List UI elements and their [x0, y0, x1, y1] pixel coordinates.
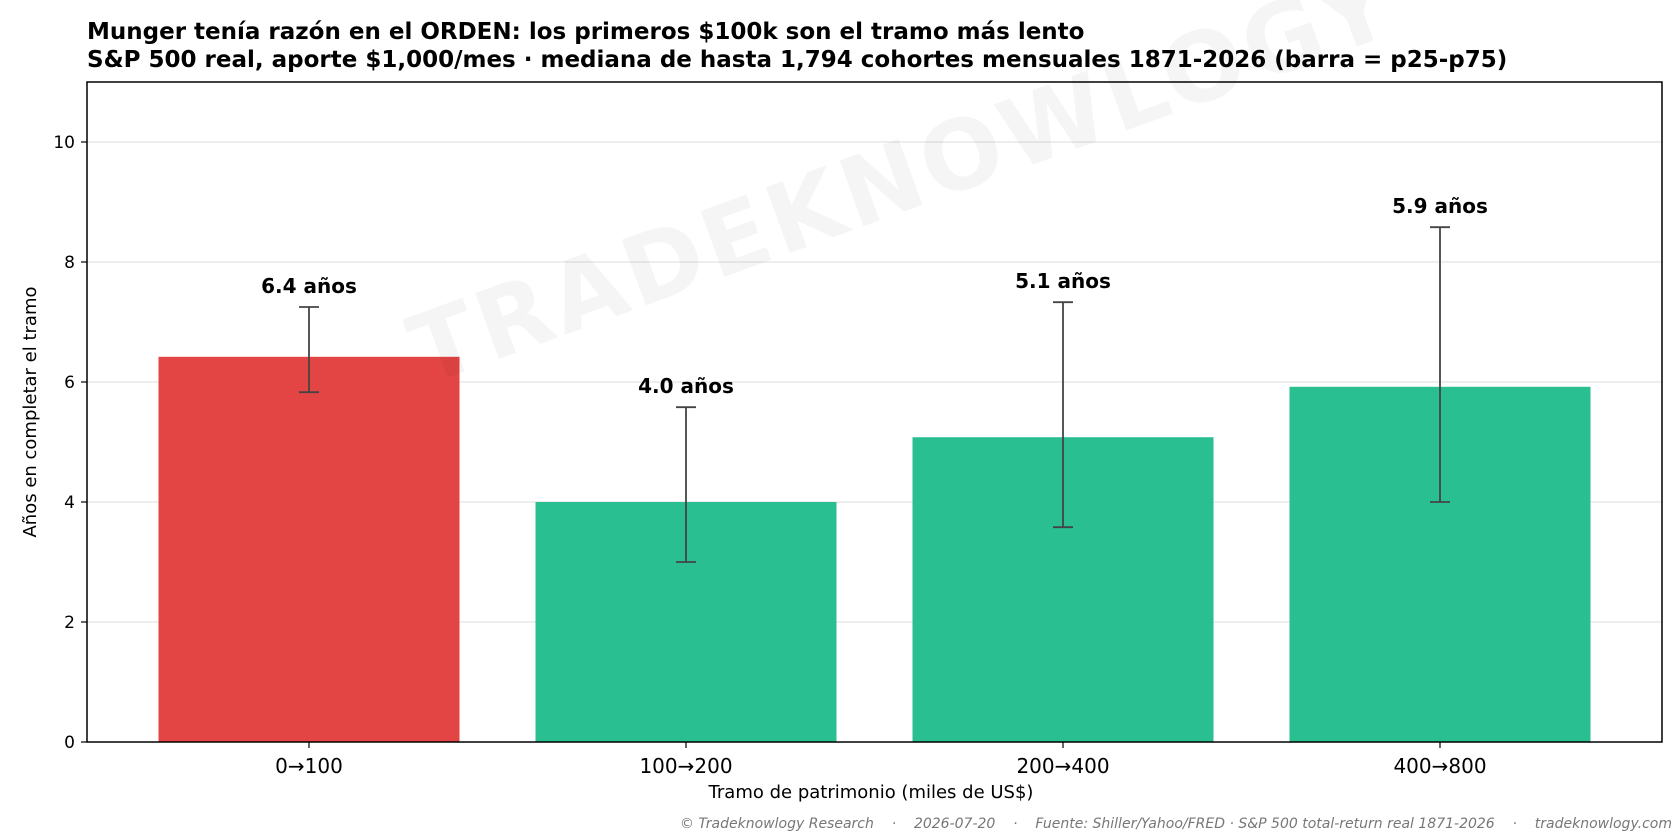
footer: © Tradeknowlogy Research · 2026-07-20 · …	[680, 816, 1672, 832]
footer-separator: ·	[1013, 816, 1018, 832]
y-axis-label: Años en completar el tramo	[20, 286, 41, 537]
footer-site: tradeknowlogy.com	[1534, 816, 1672, 832]
bar	[158, 356, 460, 742]
data-label: 6.4 años	[261, 274, 357, 298]
chart-title: Munger tenía razón en el ORDEN: los prim…	[87, 19, 1085, 45]
y-tick-label: 8	[64, 253, 75, 273]
x-tick-label: 0→100	[275, 754, 343, 778]
footer-separator: ·	[1512, 816, 1517, 832]
footer-source: Fuente: Shiller/Yahoo/FRED · S&P 500 tot…	[1035, 816, 1495, 832]
x-tick-label: 400→800	[1393, 754, 1486, 778]
data-label: 5.1 años	[1015, 269, 1111, 293]
data-label: 4.0 años	[638, 374, 734, 398]
x-tick-label: 100→200	[639, 754, 732, 778]
chart-subtitle: S&P 500 real, aporte $1,000/mes · median…	[87, 47, 1508, 73]
footer-credit: © Tradeknowlogy Research	[679, 816, 874, 832]
x-axis-label: Tramo de patrimonio (miles de US$)	[708, 782, 1034, 803]
x-tick-label: 200→400	[1016, 754, 1109, 778]
y-tick-label: 6	[64, 373, 75, 393]
y-tick-label: 10	[53, 133, 75, 153]
y-tick-label: 4	[64, 493, 75, 513]
footer-date: 2026-07-20	[913, 816, 996, 832]
data-label: 5.9 años	[1392, 194, 1488, 218]
plot-frame	[86, 81, 1663, 743]
y-tick-label: 2	[64, 613, 75, 633]
y-tick-label: 0	[64, 733, 75, 753]
footer-separator: ·	[891, 816, 897, 832]
